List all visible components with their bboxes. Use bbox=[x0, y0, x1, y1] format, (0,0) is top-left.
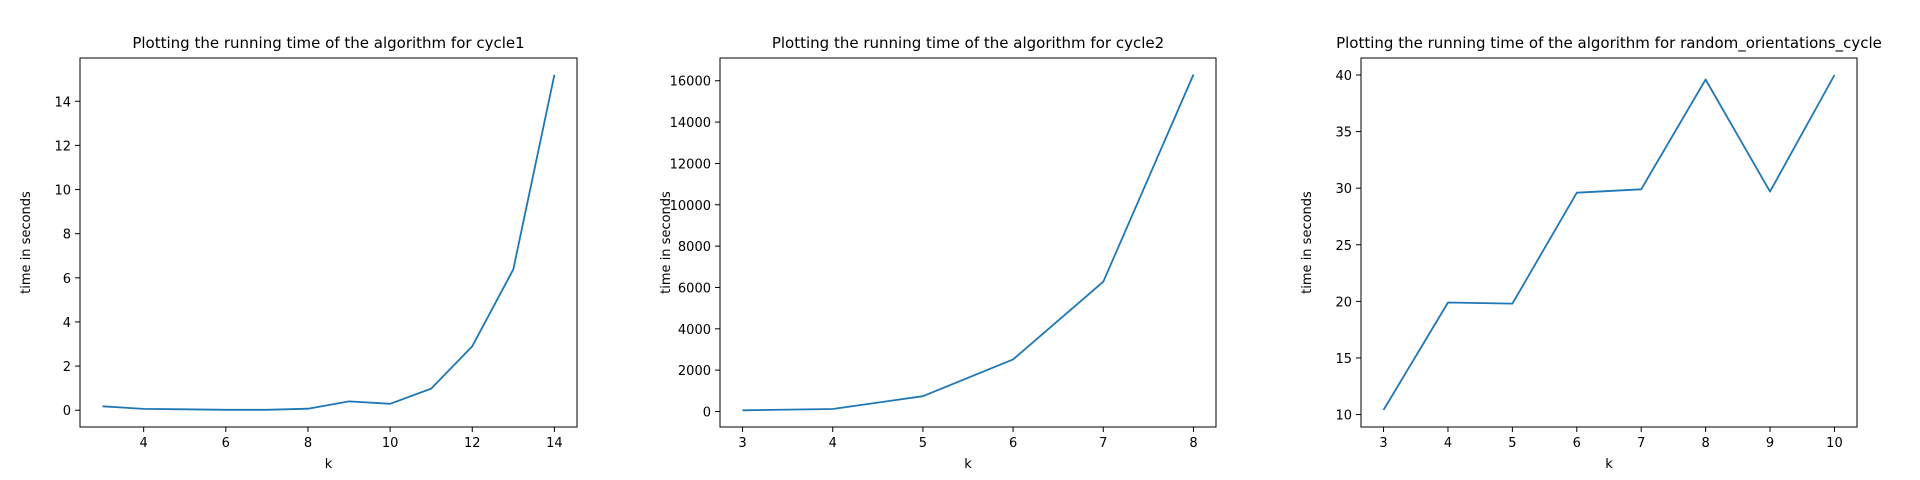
x-tick-label: 7 bbox=[1637, 436, 1645, 451]
x-axis-label: k bbox=[1605, 457, 1613, 472]
y-tick-label: 12 bbox=[54, 139, 71, 154]
x-axis-label: k bbox=[325, 457, 333, 472]
y-tick-label: 6 bbox=[63, 272, 71, 287]
y-tick-label: 20 bbox=[1335, 295, 1352, 310]
x-tick-label: 8 bbox=[1189, 436, 1197, 451]
y-tick-label: 2000 bbox=[678, 364, 711, 379]
x-tick-label: 6 bbox=[222, 436, 230, 451]
y-tick-label: 16000 bbox=[670, 75, 711, 90]
plot-frame bbox=[719, 57, 1217, 428]
x-tick-label: 9 bbox=[1766, 436, 1774, 451]
x-tick-label: 8 bbox=[1701, 436, 1709, 451]
x-tick-label: 12 bbox=[464, 436, 481, 451]
y-tick-label: 40 bbox=[1335, 69, 1352, 84]
y-tick-label: 35 bbox=[1335, 126, 1352, 141]
chart-3: Plotting the running time of the algorit… bbox=[1300, 34, 1882, 472]
y-tick-label: 10000 bbox=[670, 199, 711, 214]
y-tick-label: 15 bbox=[1335, 352, 1352, 367]
y-tick-label: 4000 bbox=[678, 323, 711, 338]
chart-1: Plotting the running time of the algorit… bbox=[19, 34, 578, 472]
y-axis-label: time in seconds bbox=[1300, 191, 1315, 294]
y-tick-label: 4 bbox=[63, 316, 71, 331]
x-tick-label: 4 bbox=[1444, 436, 1452, 451]
x-tick-label: 6 bbox=[1573, 436, 1581, 451]
y-tick-label: 0 bbox=[63, 404, 71, 419]
y-tick-label: 10 bbox=[1335, 409, 1352, 424]
x-tick-label: 4 bbox=[140, 436, 148, 451]
x-tick-label: 10 bbox=[1826, 436, 1843, 451]
x-tick-label: 14 bbox=[546, 436, 563, 451]
plot-frame bbox=[79, 57, 578, 428]
y-tick-label: 6000 bbox=[678, 281, 711, 296]
x-tick-label: 4 bbox=[829, 436, 837, 451]
y-axis-label: time in seconds bbox=[659, 191, 674, 294]
x-tick-label: 6 bbox=[1009, 436, 1017, 451]
chart-title: Plotting the running time of the algorit… bbox=[1336, 34, 1882, 53]
x-tick-label: 5 bbox=[919, 436, 927, 451]
y-tick-label: 25 bbox=[1335, 239, 1352, 254]
y-tick-label: 30 bbox=[1335, 182, 1352, 197]
y-tick-label: 12000 bbox=[670, 157, 711, 172]
y-tick-label: 14000 bbox=[670, 116, 711, 131]
series-line bbox=[102, 74, 556, 411]
chart-title: Plotting the running time of the algorit… bbox=[772, 34, 1164, 52]
y-tick-label: 2 bbox=[63, 360, 71, 375]
y-tick-label: 10 bbox=[54, 184, 71, 199]
x-tick-label: 10 bbox=[382, 436, 399, 451]
chart-2: Plotting the running time of the algorit… bbox=[659, 34, 1217, 472]
y-tick-label: 14 bbox=[54, 95, 71, 110]
chart-title: Plotting the running time of the algorit… bbox=[132, 34, 524, 52]
plot-frame bbox=[1360, 57, 1858, 428]
series-line bbox=[742, 74, 1195, 412]
x-axis-label: k bbox=[964, 457, 972, 472]
x-tick-label: 3 bbox=[738, 436, 746, 451]
x-tick-label: 5 bbox=[1508, 436, 1516, 451]
y-tick-label: 8000 bbox=[678, 240, 711, 255]
y-tick-label: 0 bbox=[703, 405, 711, 420]
x-tick-label: 8 bbox=[304, 436, 312, 451]
y-axis-label: time in seconds bbox=[19, 191, 34, 294]
series-line bbox=[1382, 74, 1836, 411]
x-tick-label: 7 bbox=[1099, 436, 1107, 451]
y-tick-label: 8 bbox=[63, 228, 71, 243]
x-tick-label: 3 bbox=[1379, 436, 1387, 451]
